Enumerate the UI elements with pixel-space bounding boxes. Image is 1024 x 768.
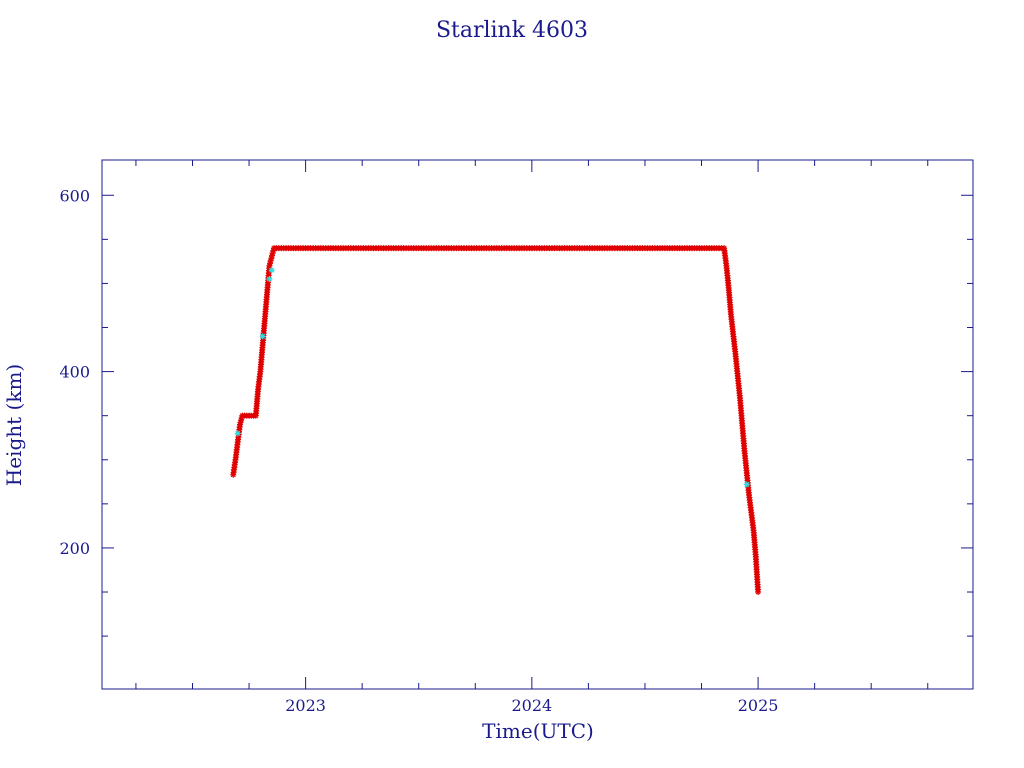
series-1 — [234, 267, 750, 488]
y-axis-label: Height (km) — [2, 364, 26, 486]
chart-title: Starlink 4603 — [436, 18, 588, 43]
x-axis-label: Time(UTC) — [482, 719, 594, 743]
x-tick-label: 2023 — [285, 696, 326, 715]
y-tick-label: 200 — [59, 539, 90, 558]
series-0 — [230, 245, 762, 596]
y-tick-label: 400 — [59, 363, 90, 382]
data-point — [234, 430, 241, 437]
data-point — [259, 333, 266, 340]
data-point — [268, 267, 275, 274]
data-points — [230, 245, 762, 596]
x-tick-label: 2024 — [511, 696, 552, 715]
axis-ticks — [102, 160, 973, 689]
tick-labels: 2023 2024 2025 200 400 600 — [59, 186, 778, 715]
data-point — [743, 481, 750, 488]
data-point — [755, 589, 762, 596]
plot-frame — [101, 159, 974, 690]
data-point — [266, 276, 273, 283]
y-tick-label: 600 — [59, 186, 90, 205]
x-tick-label: 2025 — [738, 696, 779, 715]
